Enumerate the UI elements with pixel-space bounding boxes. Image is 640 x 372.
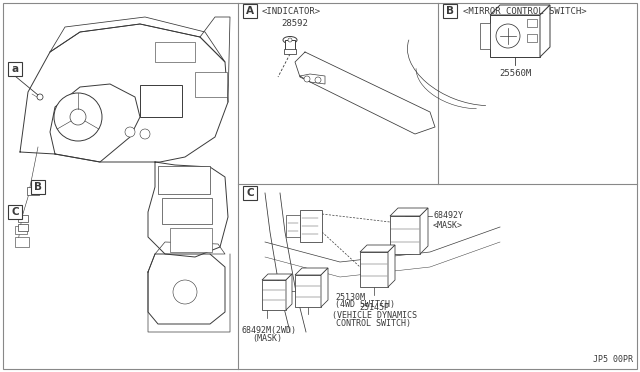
Bar <box>262 280 286 310</box>
Polygon shape <box>360 245 395 252</box>
Circle shape <box>37 94 43 100</box>
Polygon shape <box>388 245 395 287</box>
Circle shape <box>70 109 86 125</box>
Bar <box>158 166 210 194</box>
Bar <box>31 180 45 194</box>
Bar <box>155 42 195 62</box>
Circle shape <box>173 280 197 304</box>
Ellipse shape <box>283 36 297 44</box>
Bar <box>443 4 457 18</box>
Text: A: A <box>246 6 254 16</box>
Bar <box>295 275 321 307</box>
Polygon shape <box>540 5 550 57</box>
Bar <box>170 228 212 252</box>
Polygon shape <box>295 268 328 275</box>
Bar <box>284 49 296 54</box>
Bar <box>285 40 295 50</box>
Text: B: B <box>446 6 454 16</box>
Polygon shape <box>420 208 428 254</box>
Circle shape <box>304 76 310 82</box>
Polygon shape <box>490 5 550 15</box>
Text: CONTROL SWITCH): CONTROL SWITCH) <box>337 319 412 328</box>
Bar <box>527 34 537 42</box>
Text: <MASK>: <MASK> <box>433 221 463 231</box>
Bar <box>15 226 27 234</box>
Text: (4WD SWITCH): (4WD SWITCH) <box>335 301 395 310</box>
Bar <box>480 23 490 49</box>
Bar <box>286 215 300 237</box>
Text: C: C <box>246 188 254 198</box>
Text: 68492Y: 68492Y <box>433 212 463 221</box>
Bar <box>162 198 212 224</box>
Circle shape <box>496 24 520 48</box>
Text: 25145P: 25145P <box>359 303 389 312</box>
Text: JP5 00PR: JP5 00PR <box>593 355 633 364</box>
Bar <box>390 216 420 254</box>
Polygon shape <box>286 274 292 310</box>
Text: 28592: 28592 <box>282 19 308 29</box>
Bar <box>490 15 540 57</box>
Bar <box>360 252 388 287</box>
Bar <box>8 205 22 219</box>
Bar <box>18 224 28 231</box>
Text: 25130M: 25130M <box>335 292 365 301</box>
Text: C: C <box>11 207 19 217</box>
Text: 25560M: 25560M <box>499 70 531 78</box>
Polygon shape <box>262 274 292 280</box>
Bar <box>195 72 227 97</box>
Text: 68492M(2WD): 68492M(2WD) <box>242 326 297 335</box>
Circle shape <box>288 38 292 42</box>
Polygon shape <box>321 268 328 307</box>
Polygon shape <box>390 208 428 216</box>
Bar <box>8 62 22 76</box>
Text: (MASK): (MASK) <box>252 334 282 343</box>
Circle shape <box>315 77 321 83</box>
Circle shape <box>140 129 150 139</box>
Bar <box>527 19 537 27</box>
Bar <box>243 4 257 18</box>
Bar <box>27 187 39 195</box>
Bar <box>300 210 322 242</box>
Circle shape <box>125 127 135 137</box>
Text: a: a <box>12 64 19 74</box>
Bar <box>18 215 28 222</box>
Circle shape <box>54 93 102 141</box>
Text: <MIRROR CONTROL SWITCH>: <MIRROR CONTROL SWITCH> <box>463 6 587 16</box>
Bar <box>15 237 29 247</box>
Bar <box>140 85 182 117</box>
Text: (VEHICLE DYNAMICS: (VEHICLE DYNAMICS <box>332 311 417 320</box>
Text: <INDICATOR>: <INDICATOR> <box>262 6 321 16</box>
Bar <box>243 186 257 200</box>
Text: B: B <box>34 182 42 192</box>
